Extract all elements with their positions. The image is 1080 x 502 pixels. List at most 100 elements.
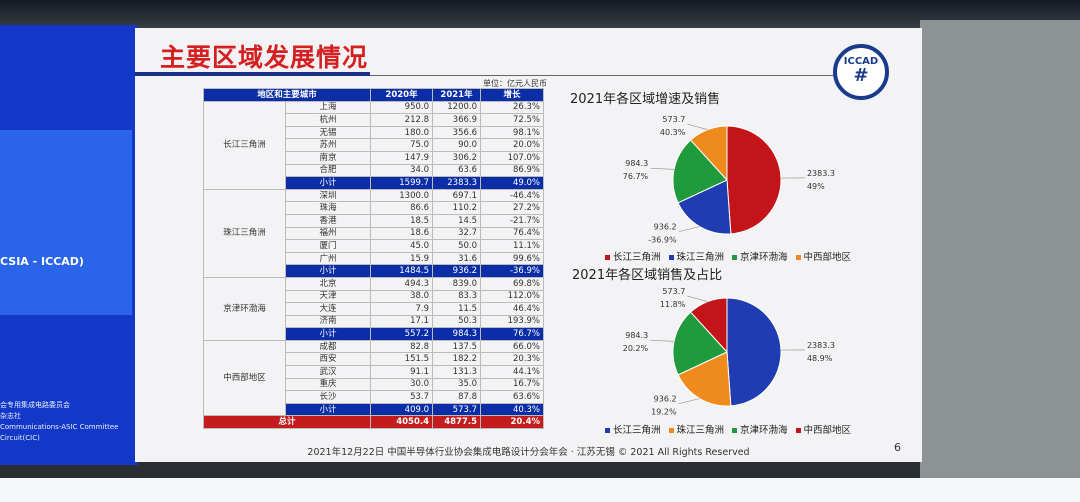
value-cell: 69.8% <box>480 276 545 291</box>
value-cell: -46.4% <box>480 188 545 203</box>
city-cell: 香港 <box>284 213 372 228</box>
subtotal-value: 984.3 <box>432 327 482 341</box>
value-cell: 53.7 <box>370 390 434 404</box>
leader-line <box>678 226 700 233</box>
total-value: 4050.4 <box>370 415 434 430</box>
value-cell: 32.7 <box>432 226 482 241</box>
table-row: 珠江三角洲 深圳 1300.0 697.1 -46.4% <box>203 188 545 278</box>
value-cell: 193.9% <box>480 314 545 329</box>
value-cell: 75.0 <box>370 138 434 152</box>
value-cell: 494.3 <box>370 276 434 291</box>
legend-item: 中西部地区 <box>795 249 851 263</box>
value-cell: 66.0% <box>480 339 545 354</box>
pie-slice-2 <box>677 179 732 235</box>
pie-data-label: 936.2 <box>654 223 677 232</box>
region-cell: 长江三角洲 <box>203 100 286 190</box>
chart2-legend: 长江三角洲 珠江三角洲 京津环渤海 中西部地区 <box>605 422 851 436</box>
table-row: 中西部地区 成都 82.8 137.5 66.0% <box>203 339 545 417</box>
pie-data-label: -36.9% <box>648 236 677 245</box>
value-cell: 26.3% <box>480 100 545 115</box>
table-row: 西安 151.5 182.2 20.3% <box>204 352 545 367</box>
value-cell: 45.0 <box>370 239 434 253</box>
value-cell: 50.3 <box>432 314 482 329</box>
table-row: 武汉 91.1 131.3 44.1% <box>204 365 545 379</box>
value-cell: 83.3 <box>432 289 482 304</box>
value-cell: 14.5 <box>432 213 482 228</box>
header-2020: 2020年 <box>370 88 434 102</box>
value-cell: 110.2 <box>432 201 482 215</box>
pie-slice-2 <box>677 351 732 407</box>
table-row: 京津环渤海 北京 494.3 839.0 69.8% <box>203 276 545 341</box>
pie-slice-3 <box>672 311 728 376</box>
chart1-legend: 长江三角洲 珠江三角洲 京津环渤海 中西部地区 <box>605 249 851 263</box>
legend-item: 长江三角洲 <box>605 249 661 263</box>
legend-swatch <box>605 428 610 433</box>
value-cell: 38.0 <box>370 289 434 304</box>
city-cell: 重庆 <box>284 377 372 392</box>
subtotal-value: 2383.3 <box>432 176 482 190</box>
legend-item: 京津环渤海 <box>732 249 788 263</box>
total-row: 总计 4050.4 4877.5 20.4% <box>202 415 545 430</box>
value-cell: 20.0% <box>480 138 545 152</box>
table-row: 合肥 34.0 63.6 86.9% <box>204 163 545 178</box>
legend-swatch <box>795 428 801 433</box>
value-cell: 366.9 <box>432 113 482 127</box>
city-cell: 广州 <box>284 251 372 266</box>
value-cell: 34.0 <box>370 163 434 178</box>
subtotal-value: 1484.5 <box>370 264 434 278</box>
legend-label: 长江三角洲 <box>613 252 661 263</box>
value-cell: 306.2 <box>432 150 482 165</box>
value-cell: -21.7% <box>480 213 545 228</box>
total-label: 总计 <box>202 415 372 430</box>
value-cell: 46.4% <box>480 302 545 316</box>
value-cell: 17.1 <box>370 314 434 329</box>
city-cell: 成都 <box>284 339 372 354</box>
value-cell: 137.5 <box>432 339 482 354</box>
leader-line <box>650 167 675 170</box>
table-row: 苏州 75.0 90.0 20.0% <box>204 138 545 152</box>
value-cell: 72.5% <box>480 113 545 127</box>
city-cell: 武汉 <box>284 365 372 379</box>
value-cell: 131.3 <box>432 365 482 379</box>
value-cell: 35.0 <box>432 377 482 392</box>
value-cell: 11.1% <box>480 239 545 253</box>
city-cell: 南京 <box>284 150 372 165</box>
slide-footer: 2021年12月22日 中国半导体行业协会集成电路设计分会年会 · 江苏无锡 ©… <box>307 447 750 458</box>
subtotal-value: 49.0% <box>480 176 545 190</box>
table-row: 香港 18.5 14.5 -21.7% <box>204 213 545 228</box>
pie-slice-1 <box>726 297 782 407</box>
value-cell: 91.1 <box>370 365 434 379</box>
value-cell: 1300.0 <box>370 188 434 203</box>
subtotal-value: 76.7% <box>480 327 545 341</box>
value-cell: 50.0 <box>432 239 482 253</box>
pie-data-label: 936.2 <box>654 395 677 404</box>
value-cell: 180.0 <box>370 125 434 140</box>
value-cell: 90.0 <box>432 138 482 152</box>
city-cell: 西安 <box>284 352 372 367</box>
city-cell: 大连 <box>284 302 372 316</box>
unit-note: 单位：亿元人民币 <box>483 79 547 88</box>
subtotal-value: 573.7 <box>432 402 482 417</box>
value-cell: 112.0% <box>480 289 545 304</box>
value-cell: 212.8 <box>370 113 434 127</box>
legend-swatch <box>732 255 738 260</box>
side-screen-notes: 会专用集成电路委员会 杂志社 Communications-ASIC Commi… <box>0 400 118 444</box>
iccad-logo: ICCAD # <box>833 44 889 100</box>
pie-slice-3 <box>672 139 728 204</box>
sponsor-banner <box>0 478 1080 502</box>
chart2-title: 2021年各区域销售及占比 <box>572 268 723 283</box>
note-line: Circuit(CIC) <box>0 434 40 442</box>
side-screen-label: CSIA - ICCAD) <box>0 255 84 268</box>
title-divider <box>370 75 880 76</box>
pie-chart-growth: 2383.3 49% 936.2 -36.9% 984.3 76.7% 573.7 40.3% <box>623 115 835 245</box>
table-row: 广州 15.9 31.6 99.6% <box>204 251 545 266</box>
pie-data-label: 573.7 <box>662 287 685 296</box>
city-cell: 天津 <box>284 289 372 304</box>
value-cell: 86.9% <box>480 163 545 178</box>
legend-item: 中西部地区 <box>795 422 851 436</box>
pie-slice-4 <box>689 297 728 354</box>
subtotal-label: 小计 <box>284 402 372 417</box>
value-cell: 950.0 <box>370 100 434 115</box>
value-cell: 82.8 <box>370 339 434 354</box>
page-number: 6 <box>894 441 901 454</box>
